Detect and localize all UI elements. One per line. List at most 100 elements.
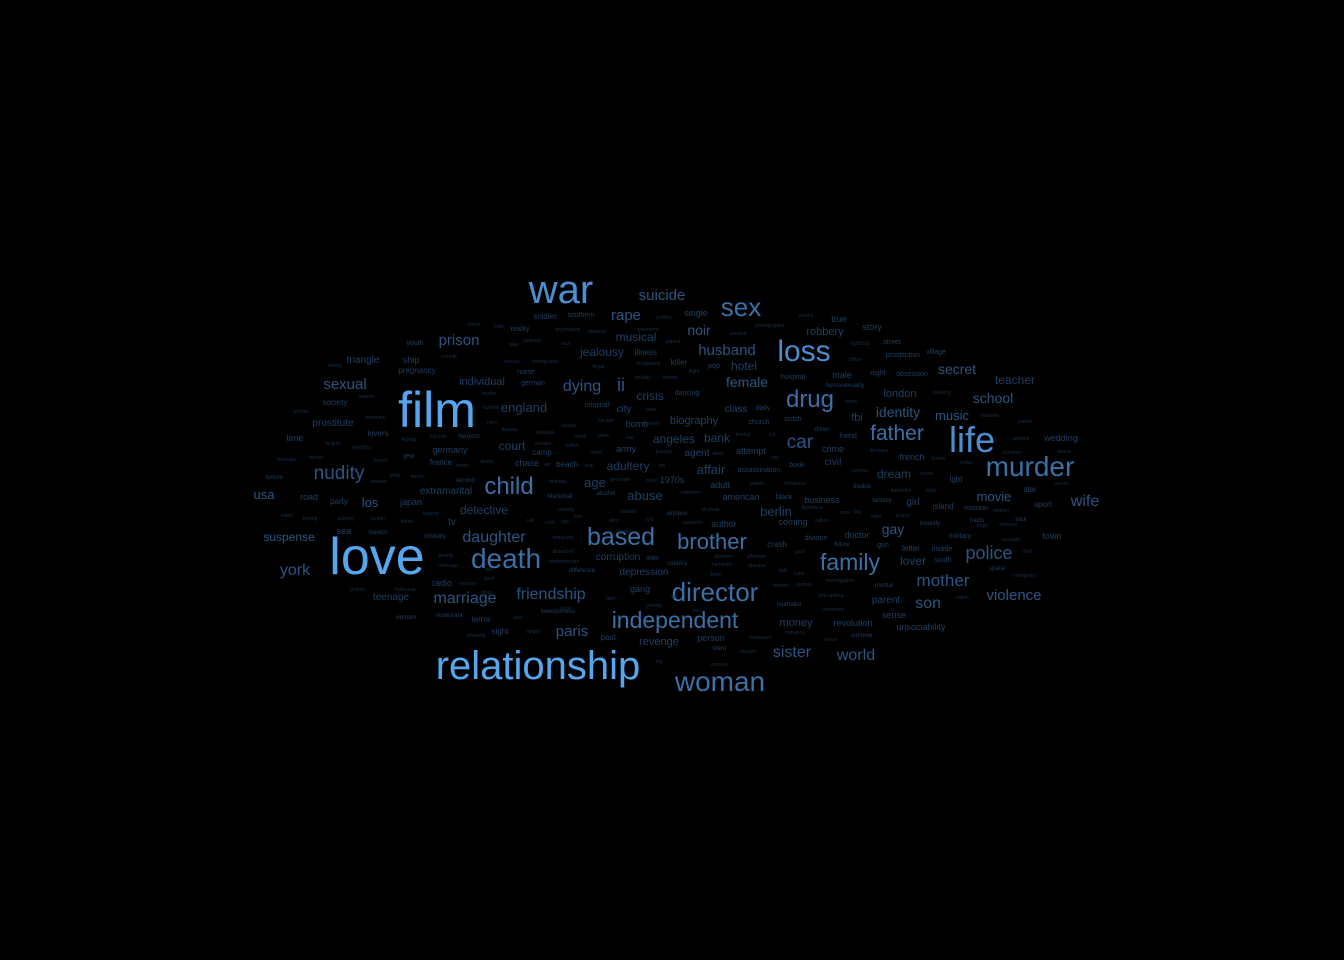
word-94: french bbox=[899, 451, 925, 462]
word-119: sea bbox=[336, 525, 352, 536]
word-261: dog bbox=[852, 508, 862, 515]
word-65: detective bbox=[459, 503, 509, 517]
word-194: immigration bbox=[533, 358, 559, 365]
word-64: berlin bbox=[760, 503, 792, 519]
word-183: restaurant bbox=[435, 613, 463, 619]
word-163: driver bbox=[814, 427, 830, 433]
word-276: mafia bbox=[959, 459, 973, 466]
word-196: vengeance bbox=[635, 360, 661, 367]
word-320: humanity bbox=[711, 561, 733, 568]
word-210: nazi bbox=[561, 340, 571, 347]
word-127: past bbox=[600, 633, 616, 642]
word-38: female bbox=[725, 374, 769, 390]
word-73: revenge bbox=[639, 635, 679, 648]
word-175: summer bbox=[851, 633, 873, 639]
word-117: road bbox=[299, 491, 318, 502]
word-6: murder bbox=[985, 451, 1075, 482]
word-22: daughter bbox=[462, 529, 526, 546]
word-329: singer bbox=[526, 628, 540, 635]
word-66: court bbox=[498, 439, 526, 453]
word-143: killer bbox=[670, 358, 688, 367]
word-216: woman bbox=[292, 408, 310, 415]
word-229: ocean bbox=[371, 515, 385, 522]
word-12: independent bbox=[611, 606, 739, 633]
word-11: based bbox=[586, 522, 656, 551]
word-156: daily bbox=[755, 404, 771, 412]
word-285: home bbox=[844, 398, 858, 405]
word-234: memory bbox=[458, 580, 478, 587]
word-56: age bbox=[584, 474, 606, 490]
word-343: child bbox=[646, 554, 658, 561]
word-48: usa bbox=[253, 486, 275, 502]
word-313: romance bbox=[785, 629, 805, 636]
word-80: revolution bbox=[833, 617, 873, 628]
word-83: agent bbox=[684, 448, 710, 459]
word-218: operation bbox=[364, 414, 386, 421]
word-341: contemporary bbox=[548, 558, 580, 565]
word-169: gun bbox=[877, 541, 889, 549]
word-208: pianist bbox=[665, 338, 681, 345]
word-106: adult bbox=[710, 479, 730, 490]
word-125: camp bbox=[532, 448, 552, 457]
word-338: diner bbox=[481, 589, 493, 596]
word-59: angeles bbox=[652, 432, 696, 446]
word-0: love bbox=[329, 528, 425, 586]
word-21: mother bbox=[916, 570, 970, 590]
word-69: lover bbox=[899, 554, 926, 568]
word-283: dystopia bbox=[869, 447, 889, 454]
word-269: nation bbox=[955, 594, 969, 601]
word-113: lovers bbox=[367, 429, 389, 438]
word-255: alcoholic bbox=[701, 506, 721, 513]
word-18: nudity bbox=[313, 462, 365, 484]
word-292: escape bbox=[597, 417, 615, 424]
word-296: rebel bbox=[645, 477, 657, 484]
word-170: divorce bbox=[804, 534, 828, 542]
word-44: teacher bbox=[994, 373, 1036, 387]
word-280: forbidden bbox=[890, 487, 912, 494]
word-88: crime bbox=[822, 443, 844, 454]
word-215: teenager bbox=[277, 456, 297, 463]
word-15: family bbox=[819, 548, 881, 575]
word-150: youth bbox=[406, 339, 424, 347]
word-136: star bbox=[1023, 485, 1037, 494]
word-77: parent bbox=[871, 595, 901, 606]
word-294: journey bbox=[655, 448, 673, 455]
word-67: corruption bbox=[595, 552, 641, 563]
word-112: time bbox=[286, 432, 304, 443]
word-201: nightclub bbox=[849, 340, 870, 347]
word-305: faith bbox=[778, 567, 788, 574]
word-146: southern bbox=[567, 311, 595, 319]
word-330: jazz bbox=[513, 614, 523, 621]
word-1: film bbox=[398, 382, 476, 438]
word-243: classic bbox=[561, 422, 577, 429]
word-240: murder bbox=[481, 390, 497, 397]
word-103: bomb bbox=[625, 418, 649, 429]
word-248: pilot bbox=[609, 517, 619, 524]
word-51: musical bbox=[615, 330, 657, 344]
word-31: wife bbox=[1070, 493, 1100, 510]
word-147: german bbox=[521, 379, 545, 387]
word-141: village bbox=[926, 348, 946, 356]
word-306: cuba bbox=[793, 570, 805, 577]
word-142: prostitution bbox=[885, 351, 921, 359]
word-23: friendship bbox=[516, 586, 586, 603]
word-118: party bbox=[330, 497, 348, 506]
word-2: relationship bbox=[435, 644, 641, 688]
word-181: country bbox=[667, 561, 687, 567]
word-301: british bbox=[565, 442, 579, 449]
word-132: military bbox=[948, 532, 972, 540]
word-86: fbi bbox=[851, 411, 863, 424]
word-259: flashback bbox=[801, 504, 823, 511]
word-160: book bbox=[789, 461, 805, 469]
word-62: crisis bbox=[636, 389, 664, 403]
word-266: sexuality bbox=[1001, 536, 1021, 543]
word-312: ceremony bbox=[822, 606, 844, 613]
word-195: illegal bbox=[591, 363, 605, 370]
word-102: city bbox=[616, 404, 632, 415]
word-230: father bbox=[400, 518, 414, 525]
word-130: middle bbox=[931, 545, 953, 553]
word-100: story bbox=[862, 321, 882, 332]
word-311: hitman bbox=[773, 582, 789, 589]
word-245: cult bbox=[526, 517, 534, 524]
word-58: affair bbox=[696, 461, 726, 477]
